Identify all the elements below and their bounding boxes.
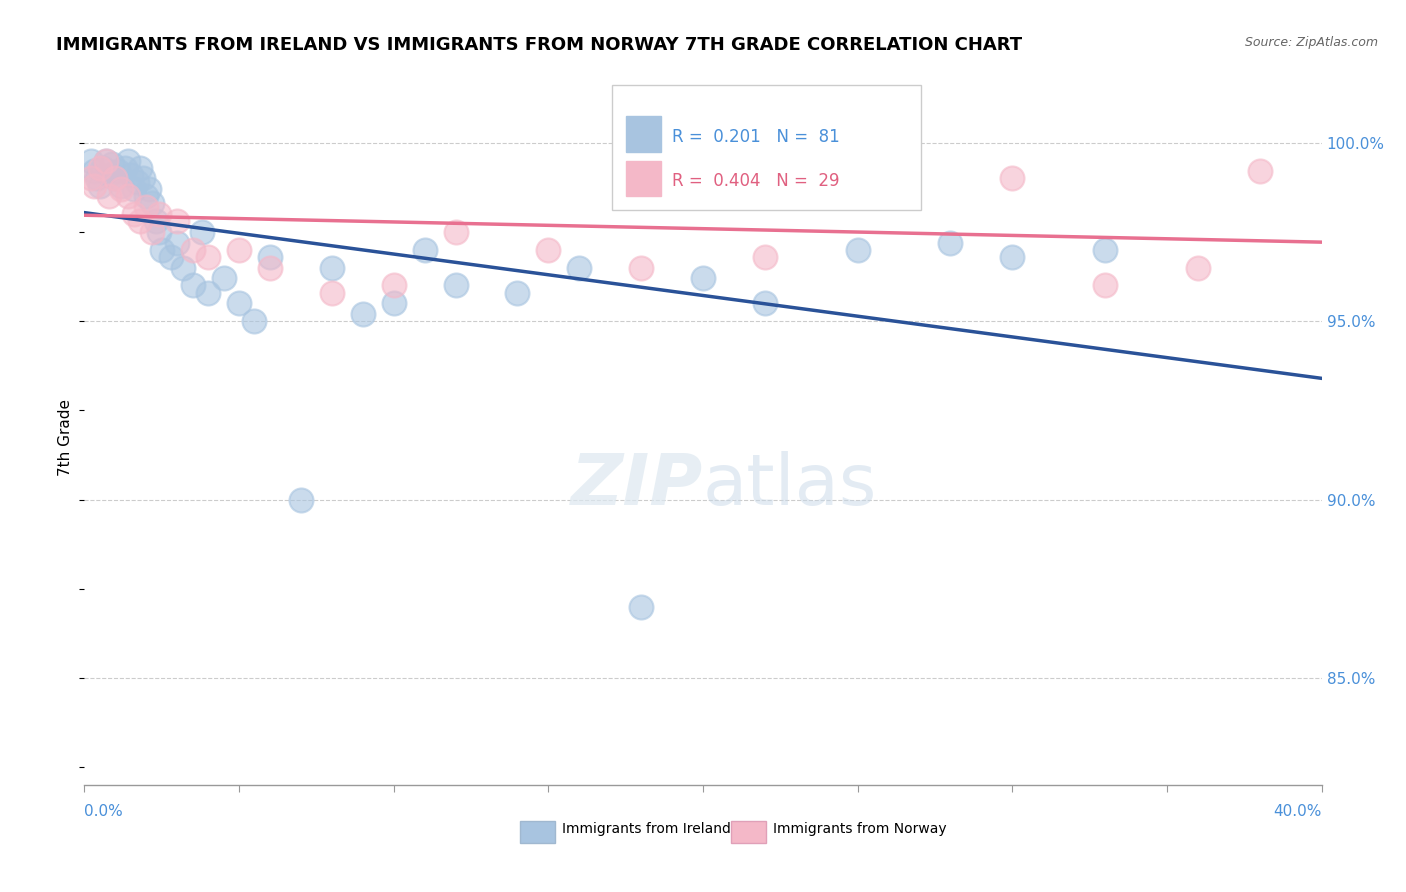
Point	[86, 171, 108, 186]
Point	[125, 175, 148, 189]
Point	[846, 243, 869, 257]
Point	[1001, 250, 1024, 264]
Point	[110, 178, 132, 193]
Point	[89, 161, 111, 175]
Point	[120, 168, 142, 182]
Y-axis label: 7th Grade: 7th Grade	[58, 399, 73, 475]
Point	[1187, 260, 1209, 275]
Point	[172, 260, 194, 275]
Point	[132, 171, 155, 186]
Point	[197, 285, 219, 300]
Point	[290, 492, 312, 507]
Point	[1249, 164, 1271, 178]
Point	[568, 260, 591, 275]
Point	[181, 278, 204, 293]
Point	[129, 161, 152, 175]
Point	[98, 189, 121, 203]
Point	[228, 296, 250, 310]
Point	[148, 207, 170, 221]
Point	[117, 189, 139, 203]
Point	[104, 171, 127, 186]
Point	[630, 599, 652, 614]
Point	[321, 285, 343, 300]
Point	[166, 214, 188, 228]
Point	[135, 200, 157, 214]
Point	[537, 243, 560, 257]
Text: R =  0.201   N =  81: R = 0.201 N = 81	[672, 128, 839, 145]
Point	[181, 243, 204, 257]
Point	[150, 243, 173, 257]
Text: Source: ZipAtlas.com: Source: ZipAtlas.com	[1244, 36, 1378, 49]
Text: atlas: atlas	[703, 451, 877, 520]
Point	[228, 243, 250, 257]
Point	[114, 161, 136, 175]
Point	[382, 296, 405, 310]
Point	[1094, 278, 1116, 293]
Point	[1001, 171, 1024, 186]
Point	[506, 285, 529, 300]
Point	[83, 164, 105, 178]
Point	[243, 314, 266, 328]
Point	[846, 153, 869, 168]
Text: 0.0%: 0.0%	[84, 805, 124, 819]
Point	[94, 153, 117, 168]
Text: Immigrants from Norway: Immigrants from Norway	[773, 822, 946, 837]
Point	[79, 171, 101, 186]
Point	[138, 182, 160, 196]
Point	[754, 296, 776, 310]
Point	[212, 271, 235, 285]
Text: 40.0%: 40.0%	[1274, 805, 1322, 819]
Point	[166, 235, 188, 250]
Point	[117, 153, 139, 168]
Text: ZIP: ZIP	[571, 451, 703, 520]
Point	[692, 271, 714, 285]
Point	[259, 260, 281, 275]
Point	[145, 214, 167, 228]
Text: Immigrants from Ireland: Immigrants from Ireland	[562, 822, 731, 837]
Point	[91, 161, 114, 175]
Point	[148, 225, 170, 239]
Point	[939, 235, 962, 250]
Point	[110, 182, 132, 196]
Point	[129, 214, 152, 228]
Point	[94, 153, 117, 168]
Point	[89, 178, 111, 193]
Point	[101, 157, 124, 171]
Point	[352, 307, 374, 321]
Point	[413, 243, 436, 257]
Point	[382, 278, 405, 293]
Point	[444, 225, 467, 239]
Point	[444, 278, 467, 293]
Point	[79, 153, 101, 168]
Point	[83, 178, 105, 193]
Point	[191, 225, 214, 239]
Point	[122, 207, 145, 221]
Text: IMMIGRANTS FROM IRELAND VS IMMIGRANTS FROM NORWAY 7TH GRADE CORRELATION CHART: IMMIGRANTS FROM IRELAND VS IMMIGRANTS FR…	[56, 36, 1022, 54]
Point	[754, 250, 776, 264]
Point	[135, 189, 157, 203]
Point	[321, 260, 343, 275]
Point	[98, 168, 121, 182]
Point	[630, 260, 652, 275]
Text: R =  0.404   N =  29: R = 0.404 N = 29	[672, 172, 839, 190]
Point	[122, 182, 145, 196]
Point	[160, 250, 183, 264]
Point	[141, 225, 163, 239]
Point	[107, 164, 129, 178]
Point	[259, 250, 281, 264]
Point	[1094, 243, 1116, 257]
Point	[104, 171, 127, 186]
Point	[197, 250, 219, 264]
Point	[141, 196, 163, 211]
